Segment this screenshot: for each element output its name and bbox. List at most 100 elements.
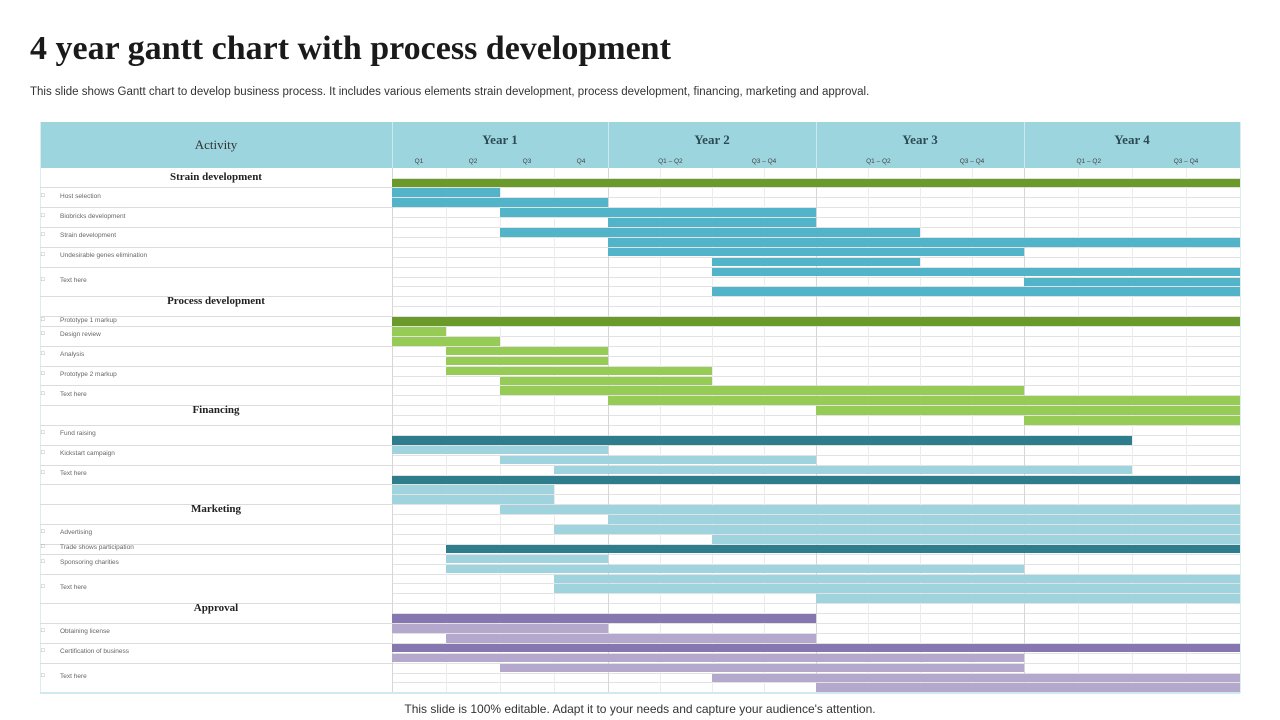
activity-row-divider xyxy=(40,266,392,268)
gantt-bar xyxy=(712,287,1240,297)
bullet-icon: □ xyxy=(41,470,45,476)
activity-row-divider xyxy=(40,524,392,525)
activity-label: Prototype 1 markup xyxy=(60,316,117,324)
activity-row-divider xyxy=(40,296,392,298)
activity-item: □ Undesirable genes elimination xyxy=(40,252,392,262)
bullet-icon: □ xyxy=(41,390,45,397)
activity-row-divider xyxy=(40,603,392,605)
gantt-bar xyxy=(392,445,608,455)
period-gridline xyxy=(660,168,661,693)
bullet-icon: □ xyxy=(41,252,45,259)
period-gridline xyxy=(764,168,765,693)
footer-note: This slide is 100% editable. Adapt it to… xyxy=(404,702,876,716)
header-divider xyxy=(1024,122,1025,168)
activity-row-divider xyxy=(40,316,392,318)
gantt-bar xyxy=(712,257,920,267)
gantt-bar xyxy=(392,485,554,495)
gantt-bar xyxy=(446,544,1240,554)
period-gridline xyxy=(816,168,817,693)
gantt-bar xyxy=(392,336,500,346)
gantt-bar xyxy=(392,624,608,633)
gantt-bar xyxy=(446,366,712,376)
activity-item: □ Text here xyxy=(40,584,392,594)
gantt-bar xyxy=(500,376,712,386)
gantt-bar xyxy=(392,653,1024,663)
section-label: Approval xyxy=(193,601,239,614)
activity-label: Undesirable genes elimination xyxy=(60,252,148,260)
gantt-bar xyxy=(446,564,1024,574)
gantt-bar xyxy=(500,455,816,465)
activity-row-divider xyxy=(40,444,392,446)
activity-row-divider xyxy=(40,345,392,347)
activity-label: Obtaining license xyxy=(60,628,110,636)
activity-item: □ Advertising xyxy=(40,529,392,539)
activity-row-divider xyxy=(40,464,392,466)
gantt-bar xyxy=(446,346,608,356)
gantt-bar xyxy=(816,683,1240,693)
gantt-bar xyxy=(392,614,816,623)
bullet-icon: □ xyxy=(41,351,45,358)
period-label: Q1 – Q2 xyxy=(1076,158,1102,165)
activity-label: Text here xyxy=(60,470,87,477)
gantt-bar xyxy=(816,406,1240,415)
bullet-icon: □ xyxy=(41,276,45,283)
activity-label: Text here xyxy=(60,390,87,398)
activity-label: Fund raising xyxy=(60,430,96,438)
activity-item: □ Analysis xyxy=(40,351,392,361)
period-gridline xyxy=(554,168,555,693)
activity-row-divider xyxy=(40,227,392,228)
bullet-icon: □ xyxy=(41,316,45,323)
period-gridline xyxy=(392,168,393,693)
activity-item: □ Host selection xyxy=(40,193,392,203)
period-gridline xyxy=(500,168,501,693)
gantt-bar xyxy=(1024,416,1240,425)
gantt-bar xyxy=(1024,277,1240,287)
header-divider xyxy=(608,122,609,168)
period-label: Q1 xyxy=(414,158,424,165)
gantt-bar xyxy=(554,584,1240,594)
activity-row-divider xyxy=(40,246,392,248)
activity-label: Text here xyxy=(60,672,87,680)
bullet-icon: □ xyxy=(41,331,45,338)
period-label: Q4 xyxy=(576,158,586,165)
bullet-icon: □ xyxy=(41,430,45,437)
header-divider xyxy=(392,122,393,168)
gantt-bar xyxy=(608,218,816,227)
period-gridline xyxy=(1186,168,1187,693)
activity-item: □ Design review xyxy=(40,331,392,341)
activity-item: □ Biobricks development xyxy=(40,213,392,223)
period-gridline xyxy=(1078,168,1079,693)
activity-item: □ Kickstart campaign xyxy=(40,450,392,460)
gantt-bar xyxy=(500,228,920,237)
gantt-bar xyxy=(446,554,608,564)
activity-item: □ Obtaining license xyxy=(40,628,392,638)
activity-label: Sponsoring charities xyxy=(60,559,119,567)
activity-label: Host selection xyxy=(60,192,101,200)
period-gridline xyxy=(446,168,447,693)
gantt-bar xyxy=(816,594,1240,603)
gantt-bar xyxy=(392,198,608,207)
activity-row-divider xyxy=(40,326,392,327)
period-label: Q3 – Q4 xyxy=(751,158,777,165)
gantt-bar xyxy=(392,188,500,198)
activity-item: □ Prototype 1 markup xyxy=(40,317,392,327)
gantt-bar xyxy=(392,317,1240,326)
page-title: 4 year gantt chart with process developm… xyxy=(30,30,671,67)
bullet-icon: □ xyxy=(41,371,45,377)
activity-item: □ Fund raising xyxy=(40,430,392,440)
gantt-bar xyxy=(712,673,1240,683)
bullet-icon: □ xyxy=(41,672,45,679)
subtitle: This slide shows Gantt chart to develop … xyxy=(30,86,870,98)
bullet-icon: □ xyxy=(41,559,45,566)
period-label: Q3 – Q4 xyxy=(1173,158,1199,165)
year-label: Year 4 xyxy=(1114,132,1150,147)
gantt-bar xyxy=(392,495,554,504)
period-gridline xyxy=(1132,168,1133,693)
bullet-icon: □ xyxy=(41,529,45,536)
activity-label: Trade shows participation xyxy=(60,544,134,552)
activity-header: Activity xyxy=(194,137,238,152)
period-gridline xyxy=(608,168,609,693)
table-left-border xyxy=(40,122,41,693)
activity-item: □ Sponsoring charities xyxy=(40,559,392,569)
gantt-header xyxy=(40,122,1240,168)
